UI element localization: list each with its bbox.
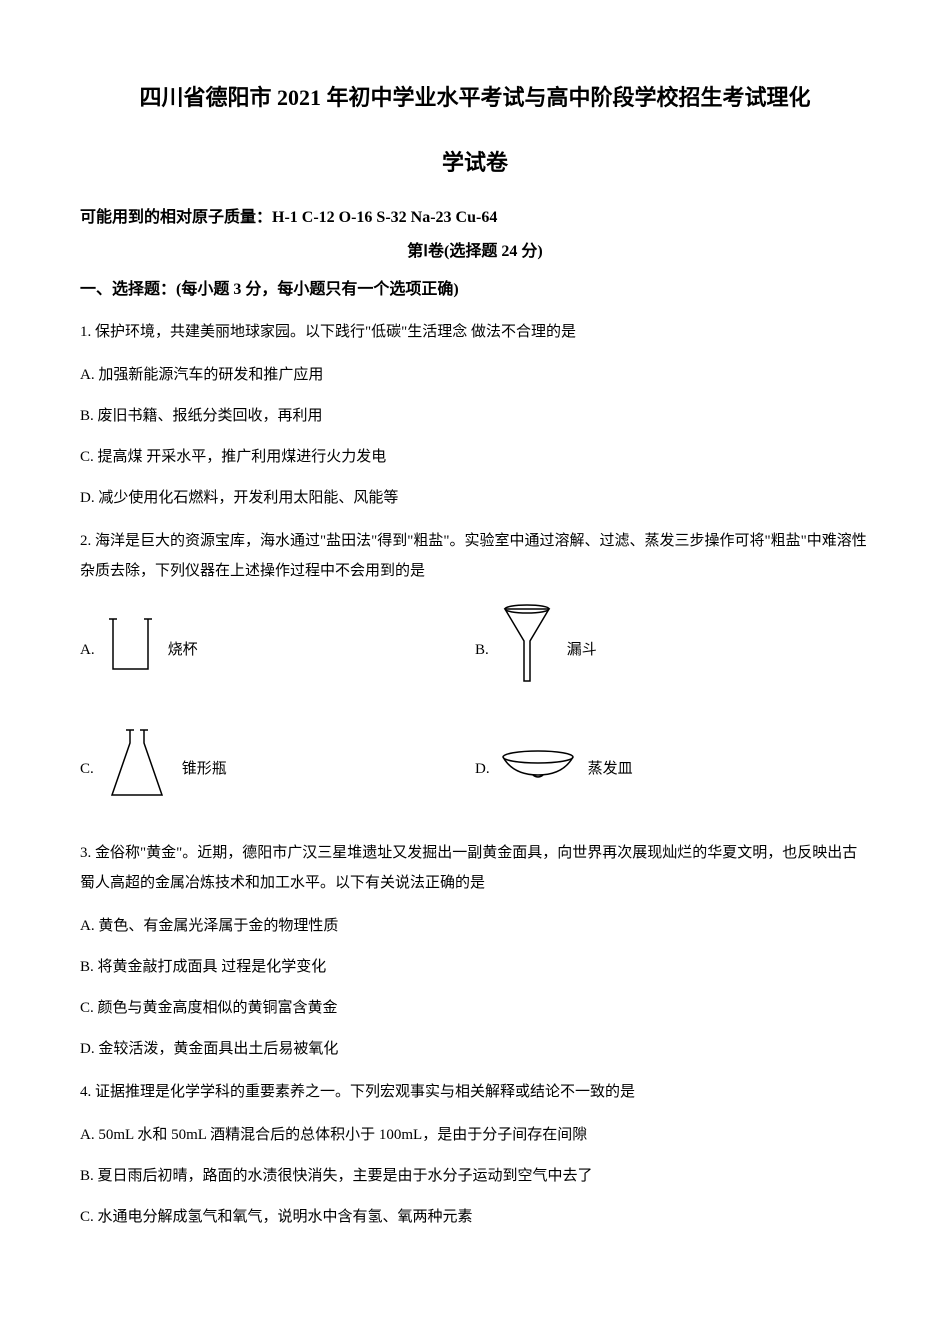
- question-1: 1. 保护环境，共建美丽地球家园。以下践行"低碳"生活理念 做法不合理的是: [80, 317, 870, 347]
- question-text-content: 证据推理是化学学科的重要素养之一。下列宏观事实与相关解释或结论不一致的是: [95, 1084, 635, 1100]
- option-label: A.: [80, 918, 95, 934]
- apparatus-name: 锥形瓶: [182, 757, 227, 781]
- question-number: 2.: [80, 533, 91, 549]
- q2-option-a: A. 烧杯: [80, 614, 475, 688]
- option-text: 废旧书籍、报纸分类回收，再利用: [98, 408, 323, 424]
- option-label: C.: [80, 1209, 94, 1225]
- apparatus-name: 蒸发皿: [588, 757, 633, 781]
- option-label: B.: [80, 408, 94, 424]
- section-header: 第Ⅰ卷(选择题 24 分): [80, 239, 870, 265]
- option-label: B.: [475, 638, 489, 662]
- option-label: A.: [80, 1127, 95, 1143]
- q3-option-a: A. 黄色、有金属光泽属于金的物理性质: [80, 913, 870, 940]
- option-text: 夏日雨后初晴，路面的水渍很快消失，主要是由于水分子运动到空气中去了: [98, 1168, 593, 1184]
- atomic-mass-info: 可能用到的相对原子质量：H-1 C-12 O-16 S-32 Na-23 Cu-…: [80, 205, 870, 231]
- option-text: 加强新能源汽车的研发和推广应用: [98, 367, 323, 383]
- option-label: A.: [80, 367, 95, 383]
- q3-option-d: D. 金较活泼，黄金面具出土后易被氧化: [80, 1036, 870, 1063]
- apparatus-name: 烧杯: [168, 638, 198, 662]
- question-number: 3.: [80, 845, 91, 861]
- q1-option-b: B. 废旧书籍、报纸分类回收，再利用: [80, 403, 870, 430]
- option-label: B.: [80, 959, 94, 975]
- option-label: C.: [80, 449, 94, 465]
- option-text: 金较活泼，黄金面具出土后易被氧化: [98, 1041, 338, 1057]
- q4-option-c: C. 水通电分解成氢气和氧气，说明水中含有氢、氧两种元素: [80, 1204, 870, 1231]
- q2-options-row-2: C. 锥形瓶 D. 蒸发皿: [80, 725, 870, 814]
- option-label: D.: [80, 1041, 95, 1057]
- question-3: 3. 金俗称"黄金"。近期，德阳市广汉三星堆遗址又发掘出一副黄金面具，向世界再次…: [80, 838, 870, 898]
- sub-title: 学试卷: [80, 145, 870, 180]
- q1-option-d: D. 减少使用化石燃料，开发利用太阳能、风能等: [80, 485, 870, 512]
- q2-options-row-1: A. 烧杯 B. 漏斗: [80, 601, 870, 700]
- q3-option-b: B. 将黄金敲打成面具 过程是化学变化: [80, 954, 870, 981]
- option-text: 黄色、有金属光泽属于金的物理性质: [98, 918, 338, 934]
- question-number: 4.: [80, 1084, 91, 1100]
- funnel-icon: [497, 601, 557, 700]
- question-text-content: 海洋是巨大的资源宝库，海水通过"盐田法"得到"粗盐"。实验室中通过溶解、过滤、蒸…: [80, 533, 867, 579]
- question-text-content: 保护环境，共建美丽地球家园。以下践行"低碳"生活理念 做法不合理的是: [95, 324, 576, 340]
- option-text: 50mL 水和 50mL 酒精混合后的总体积小于 100mL，是由于分子间存在间…: [98, 1127, 587, 1143]
- option-label: D.: [80, 490, 95, 506]
- option-text: 将黄金敲打成面具 过程是化学变化: [98, 959, 327, 975]
- option-label: D.: [475, 757, 490, 781]
- apparatus-name: 漏斗: [567, 638, 597, 662]
- option-text: 提高煤 开采水平，推广利用煤进行火力发电: [98, 449, 387, 465]
- main-title: 四川省德阳市 2021 年初中学业水平考试与高中阶段学校招生考试理化: [80, 80, 870, 115]
- option-text: 水通电分解成氢气和氧气，说明水中含有氢、氧两种元素: [98, 1209, 473, 1225]
- q4-option-a: A. 50mL 水和 50mL 酒精混合后的总体积小于 100mL，是由于分子间…: [80, 1122, 870, 1149]
- question-4: 4. 证据推理是化学学科的重要素养之一。下列宏观事实与相关解释或结论不一致的是: [80, 1077, 870, 1107]
- q3-option-c: C. 颜色与黄金高度相似的黄铜富含黄金: [80, 995, 870, 1022]
- question-2: 2. 海洋是巨大的资源宝库，海水通过"盐田法"得到"粗盐"。实验室中通过溶解、过…: [80, 526, 870, 586]
- q1-option-a: A. 加强新能源汽车的研发和推广应用: [80, 362, 870, 389]
- q4-option-b: B. 夏日雨后初晴，路面的水渍很快消失，主要是由于水分子运动到空气中去了: [80, 1163, 870, 1190]
- flask-icon: [102, 725, 172, 814]
- option-text: 颜色与黄金高度相似的黄铜富含黄金: [98, 1000, 338, 1016]
- option-label: A.: [80, 638, 95, 662]
- q2-option-c: C. 锥形瓶: [80, 725, 475, 814]
- question-number: 1.: [80, 324, 91, 340]
- option-label: C.: [80, 1000, 94, 1016]
- q2-option-b: B. 漏斗: [475, 601, 870, 700]
- option-label: B.: [80, 1168, 94, 1184]
- q1-option-c: C. 提高煤 开采水平，推广利用煤进行火力发电: [80, 444, 870, 471]
- beaker-icon: [103, 614, 158, 688]
- option-label: C.: [80, 757, 94, 781]
- question-text-content: 金俗称"黄金"。近期，德阳市广汉三星堆遗址又发掘出一副黄金面具，向世界再次展现灿…: [80, 845, 857, 891]
- sub-header: 一、选择题：(每小题 3 分，每小题只有一个选项正确): [80, 277, 870, 303]
- q2-option-d: D. 蒸发皿: [475, 747, 870, 791]
- option-text: 减少使用化石燃料，开发利用太阳能、风能等: [98, 490, 398, 506]
- dish-icon: [498, 747, 578, 791]
